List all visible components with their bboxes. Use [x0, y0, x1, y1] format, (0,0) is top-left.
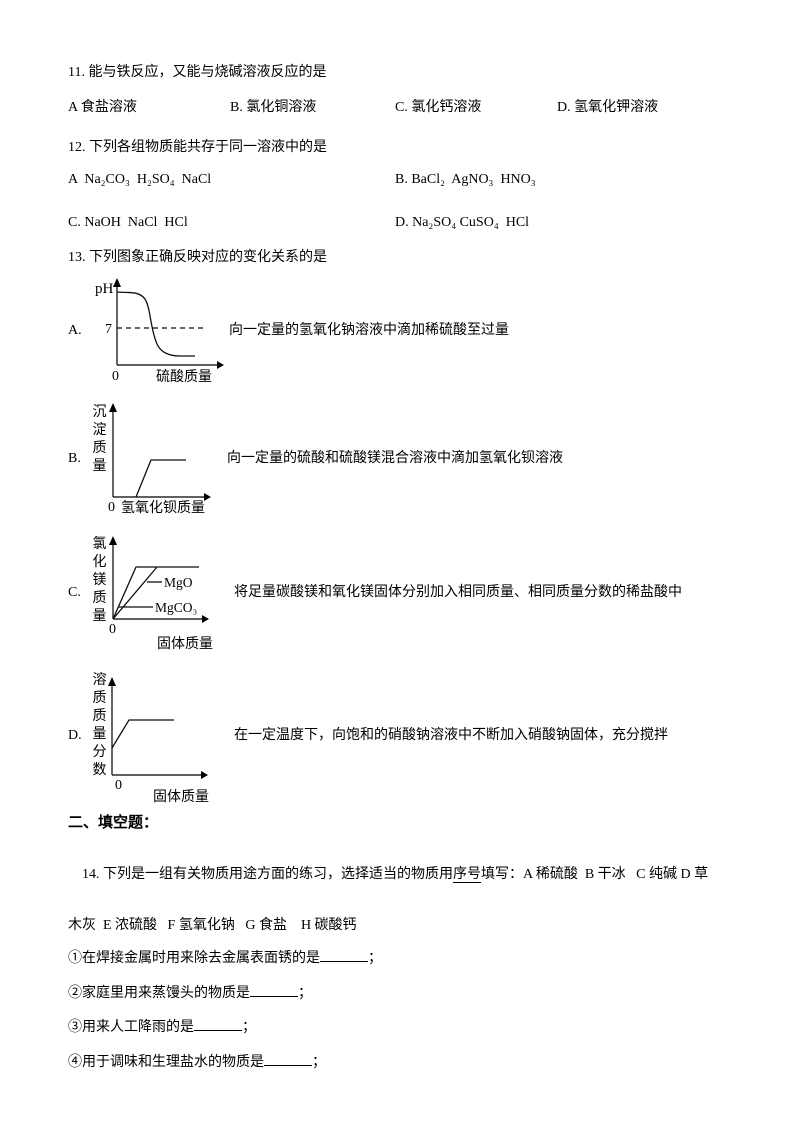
y-axis-label-vertical: 溶质质量分数 [92, 673, 107, 778]
q14-underlined-word: 序号 [453, 867, 481, 883]
question-11-options: A 食盐溶液 B. 氯化铜溶液 C. 氯化钙溶液 D. 氢氧化钾溶液 [68, 100, 736, 116]
y-axis-label-vertical: 氯化镁质量 [92, 537, 107, 624]
x-axis-arrow-icon [202, 615, 209, 623]
answer-blank [264, 1052, 312, 1066]
q14-sub-item-3-suffix: ； [242, 1020, 256, 1035]
x-axis-label: 固体质量 [153, 789, 209, 803]
ph-curve [116, 291, 195, 357]
q14-sub-item-2-suffix: ； [298, 986, 312, 1001]
q13-option-c-letter: C. [68, 585, 81, 600]
q12-option-a: A Na₂CO₃ H₂SO₄ NaCl [68, 172, 212, 187]
question-11-stem: 11. 能与铁反应，又能与烧碱溶液反应的是 [68, 65, 327, 80]
q13-option-a-description: 向一定量的氢氧化钠溶液中滴加稀硫酸至过量 [229, 323, 509, 338]
x-axis-label: 硫酸质量 [156, 369, 212, 385]
y-axis-arrow-icon [109, 403, 117, 412]
q13-option-b-row: B. 沉淀质量 0 氢氧化钡质量 向一定量的硫酸和硫酸镁混合溶液中滴加氢氧化钡溶… [68, 400, 736, 518]
answer-blank [194, 1017, 242, 1031]
mgco3-label: MgCO₃ [155, 600, 198, 615]
steep-curve-with-plateau [112, 566, 199, 620]
q12-option-c: C. NaOH NaCl HCl [68, 215, 188, 230]
origin-label: 0 [115, 778, 122, 793]
graph-b-precipitate-plot: 0 氢氧化钡质量 [108, 403, 211, 516]
section-2-heading: 二、填空题： [68, 815, 159, 831]
q14-sub-item-4-text: ④用于调味和生理盐水的物质是 [68, 1055, 264, 1070]
graph-c-mgcl2-plot: MgO MgCO₃ 0 固体质量 [109, 536, 213, 652]
q14-stem-post: 填写：A 稀硫酸 B 干冰 C 纯碱 D 草 [481, 867, 709, 882]
q14-sub-item-2: ②家庭里用来蒸馒头的物质是 ； [68, 983, 736, 1002]
q11-option-a: A 食盐溶液 [68, 100, 137, 115]
x-axis-arrow-icon [217, 361, 224, 369]
question-14-stem-line1: 14. 下列是一组有关物质用途方面的练习，选择适当的物质用序号填写：A 稀硫酸 … [68, 849, 736, 900]
q13-option-c-description: 将足量碳酸镁和氧化镁固体分别加入相同质量、相同质量分数的稀盐酸中 [234, 585, 682, 600]
origin-label: 0 [108, 500, 115, 515]
question-12-options-row2: C. NaOH NaCl HCl D. Na₂SO₄ CuSO₄ HCl [68, 215, 736, 233]
shallow-curve [112, 566, 158, 620]
q13-option-d-row: D. 溶质质量分数 0 固体质量 在一定温度下，向饱和的硝酸钠溶液中不断加入硝酸… [68, 668, 736, 803]
q11-option-b: B. 氯化铜溶液 [230, 100, 317, 115]
y-axis-label: pH [95, 281, 114, 297]
y-axis-label-vertical: 沉淀质量 [92, 405, 107, 474]
q11-option-d: D. 氢氧化钾溶液 [557, 100, 659, 115]
q13-option-b-letter: B. [68, 451, 81, 466]
y-axis-arrow-icon [109, 536, 117, 545]
graph-d-mass-fraction-plot: 0 固体质量 [108, 677, 209, 803]
q12-option-b: B. BaCl₂ AgNO₃ HNO₃ [395, 172, 536, 187]
answer-blank [320, 948, 368, 962]
q12-option-d: D. Na₂SO₄ CuSO₄ HCl [395, 215, 530, 230]
mgo-label: MgO [164, 575, 193, 590]
q14-sub-item-1-text: ①在焊接金属时用来除去金属表面锈的是 [68, 951, 320, 966]
question-12-stem: 12. 下列各组物质能共存于同一溶液中的是 [68, 140, 327, 155]
y-axis-arrow-icon [108, 677, 116, 686]
question-13-stem: 13. 下列图象正确反映对应的变化关系的是 [68, 250, 327, 265]
q14-sub-item-4: ④用于调味和生理盐水的物质是 ； [68, 1052, 736, 1071]
q14-sub-item-4-suffix: ； [312, 1055, 326, 1070]
q14-sub-item-1-suffix: ； [368, 951, 382, 966]
x-axis-label: 固体质量 [157, 636, 213, 652]
mass-fraction-curve [111, 719, 174, 749]
q13-option-b-description: 向一定量的硫酸和硫酸镁混合溶液中滴加氢氧化钡溶液 [227, 451, 563, 466]
origin-label: 0 [109, 622, 116, 637]
q13-option-a-letter: A. [68, 323, 82, 338]
q13-option-c-row: C. 氯化镁质量 MgO MgCO₃ 0 固体质量 将足量碳酸镁和氧化镁固体分别… [68, 532, 736, 654]
q13-option-d-letter: D. [68, 727, 82, 743]
q11-option-c: C. 氯化钙溶液 [395, 100, 482, 115]
q14-sub-item-1: ①在焊接金属时用来除去金属表面锈的是 ； [68, 948, 736, 967]
q13-option-d-description: 在一定温度下，向饱和的硝酸钠溶液中不断加入硝酸钠固体，充分搅拌 [234, 727, 668, 743]
q14-stem-pre: 14. 下列是一组有关物质用途方面的练习，选择适当的物质用 [82, 867, 453, 882]
question-14-stem-line2: 木灰 E 浓硫酸 F 氢氧化钠 G 食盐 H 碳酸钙 [68, 918, 357, 933]
q13-option-a-row: A. pH 7 0 硫酸质量 向一定量的氢氧化钠溶液中滴加稀硫酸至过量 [68, 276, 736, 386]
question-12-options-row1: A Na₂CO₃ H₂SO₄ NaCl B. BaCl₂ AgNO₃ HNO₃ [68, 172, 736, 190]
q14-sub-item-2-text: ②家庭里用来蒸馒头的物质是 [68, 986, 250, 1001]
y-axis-arrow-icon [113, 278, 121, 287]
y-tick-7: 7 [105, 322, 112, 337]
origin-label: 0 [112, 369, 119, 384]
x-axis-label: 氢氧化钡质量 [121, 500, 205, 516]
x-axis-arrow-icon [201, 771, 208, 779]
x-axis-arrow-icon [204, 493, 211, 501]
q14-sub-item-3-text: ③用来人工降雨的是 [68, 1020, 194, 1035]
graph-a-ph-plot: pH 7 0 硫酸质量 [95, 278, 224, 385]
q14-sub-item-3: ③用来人工降雨的是 ； [68, 1017, 736, 1036]
answer-blank [250, 983, 298, 997]
precipitate-curve [135, 459, 186, 498]
